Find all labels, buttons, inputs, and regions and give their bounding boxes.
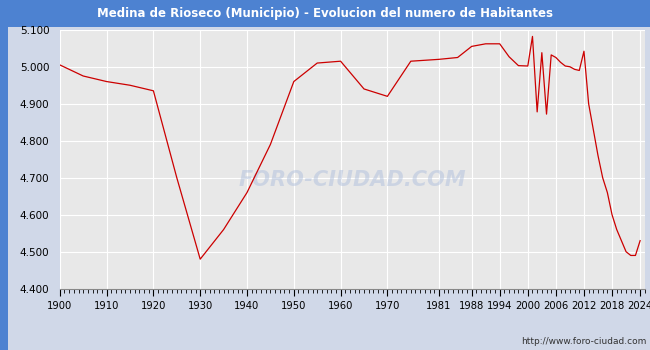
Text: Medina de Rioseco (Municipio) - Evolucion del numero de Habitantes: Medina de Rioseco (Municipio) - Evolucio… <box>97 7 553 20</box>
Text: FORO-CIUDAD.COM: FORO-CIUDAD.COM <box>239 170 466 190</box>
Text: http://www.foro-ciudad.com: http://www.foro-ciudad.com <box>521 337 647 346</box>
